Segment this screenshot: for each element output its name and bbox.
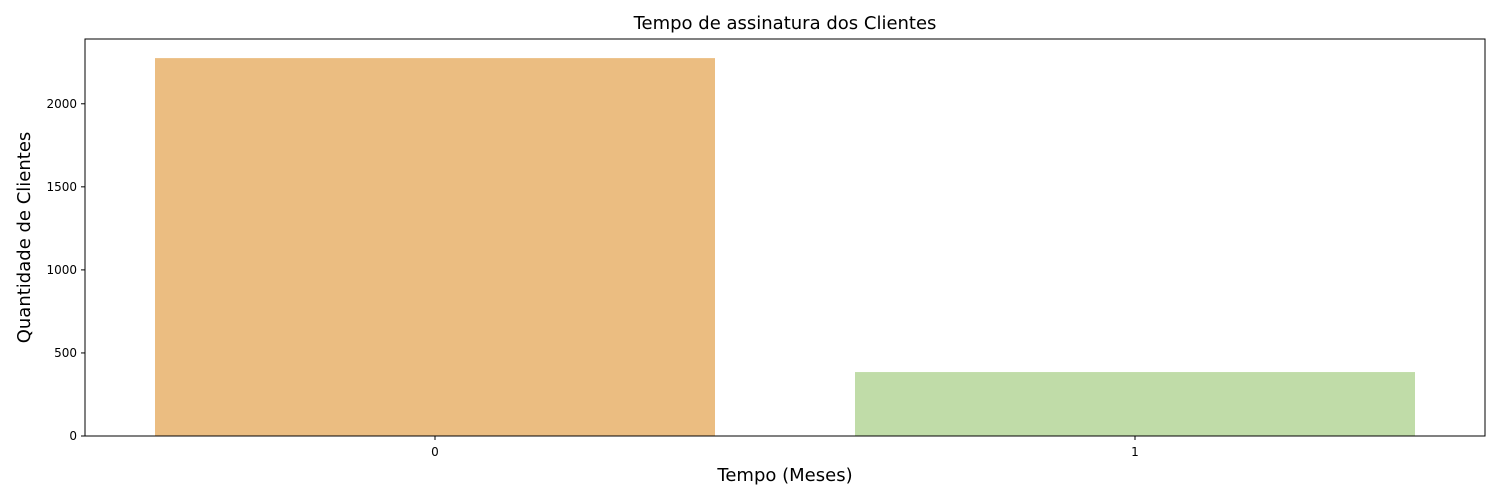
chart-title: Tempo de assinatura dos Clientes xyxy=(633,13,937,34)
x-tick-label: 1 xyxy=(1131,445,1139,459)
x-axis-label: Tempo (Meses) xyxy=(716,465,852,486)
bar-0 xyxy=(155,58,715,436)
y-tick-label: 1500 xyxy=(46,180,77,194)
plot-frame xyxy=(84,38,1486,437)
y-axis-label: Quantidade de Clientes xyxy=(14,132,35,344)
y-tick-label: 2000 xyxy=(46,97,77,111)
y-axis: 0 500 1000 1500 2000 xyxy=(46,97,85,443)
x-tick-label: 0 xyxy=(431,445,439,459)
y-tick-label: 0 xyxy=(69,429,77,443)
bars-group xyxy=(155,58,1415,436)
bar-1 xyxy=(855,372,1415,436)
y-tick-label: 1000 xyxy=(46,263,77,277)
y-tick-label: 500 xyxy=(54,346,77,360)
